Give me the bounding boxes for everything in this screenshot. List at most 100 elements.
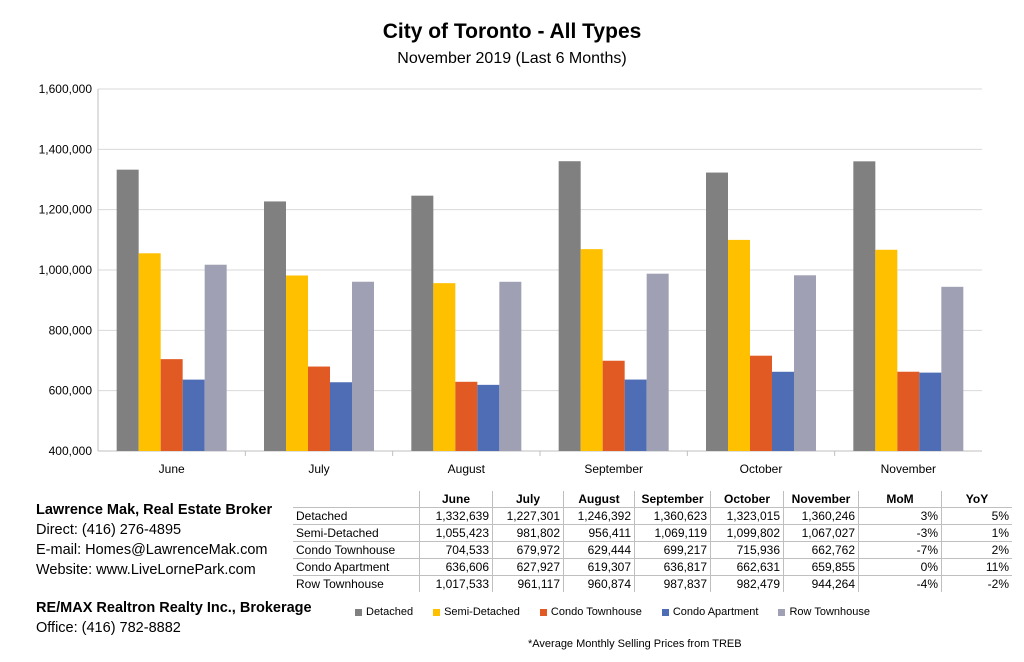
broker-name: Lawrence Mak, Real Estate Broker: [36, 502, 273, 518]
bar: [138, 253, 161, 451]
table-row: Row Townhouse 1,017,533 961,117 960,874 987,…: [293, 575, 1012, 592]
legend-label: Row Townhouse: [789, 606, 870, 618]
bar: [477, 384, 500, 451]
table-cell: 11%: [941, 558, 1012, 576]
legend-label: Semi-Detached: [444, 606, 520, 618]
brokerage-office-phone: Office: (416) 782-8882: [36, 620, 181, 636]
table-cell: 636,817: [634, 558, 711, 576]
bar: [286, 275, 308, 451]
table-cell: 982,479: [710, 575, 784, 592]
table-cell: -3%: [858, 524, 942, 542]
table-corner-cell: [293, 491, 420, 508]
table-cell: 679,972: [492, 541, 564, 559]
table-cell: 1,246,392: [563, 507, 635, 525]
legend-item: Detached: [355, 606, 413, 618]
y-tick-label: 1,600,000: [39, 82, 93, 96]
footnote: *Average Monthly Selling Prices from TRE…: [528, 638, 742, 650]
chart-title: City of Toronto - All Types: [382, 20, 642, 43]
table-cell: 659,855: [783, 558, 859, 576]
table-cell: 956,411: [563, 524, 635, 542]
bar: [352, 281, 374, 451]
bar: [330, 382, 352, 451]
bar: [182, 379, 205, 451]
y-tick-label: 600,000: [49, 384, 93, 398]
table-row-label: Condo Townhouse: [293, 541, 420, 559]
broker-info: Lawrence Mak, Real Estate Broker Direct:…: [36, 500, 272, 580]
table-cell: 704,533: [419, 541, 493, 559]
bar: [853, 161, 876, 451]
bar: [919, 372, 942, 451]
bar: [772, 371, 794, 451]
bar: [794, 275, 816, 451]
table-cell: 662,762: [783, 541, 859, 559]
table-cell: 987,837: [634, 575, 711, 592]
x-tick-label: September: [584, 462, 643, 476]
bar: [897, 371, 920, 451]
table-cell: 619,307: [563, 558, 635, 576]
bar: [706, 172, 728, 452]
table-cell: 960,874: [563, 575, 635, 592]
table-row: Condo Townhouse 704,533 679,972 629,444 699,…: [293, 541, 1012, 559]
table-cell: -4%: [858, 575, 942, 592]
legend-swatch: [778, 608, 786, 616]
table-cell: 636,606: [419, 558, 493, 576]
bar: [750, 355, 772, 451]
table-cell: 715,936: [710, 541, 784, 559]
table-cell: -2%: [987, 577, 1009, 591]
table-row: Detached 1,332,639 1,227,301 1,246,392 1,360…: [293, 507, 1012, 525]
broker-website: Website: www.LiveLornePark.com: [36, 562, 256, 578]
legend-label: Detached: [366, 606, 414, 618]
table-header-cell: October: [710, 491, 784, 508]
bar: [499, 281, 522, 451]
legend-swatch: [433, 608, 441, 616]
bar: [624, 379, 647, 451]
x-tick-label: November: [881, 462, 936, 476]
legend-item: Condo Townhouse: [539, 606, 642, 618]
bar: [264, 201, 286, 451]
chart-legend: Detached Semi-Detached Condo Townhouse Cond…: [355, 606, 890, 618]
legend-label: Condo Apartment: [672, 606, 759, 618]
table-header-cell: August: [563, 491, 635, 508]
table-row-label: Semi-Detached: [293, 524, 420, 542]
brokerage-name: RE/MAX Realtron Realty Inc., Brokerage: [36, 600, 312, 616]
legend-swatch: [355, 608, 362, 616]
bar: [580, 249, 603, 451]
bar: [558, 161, 581, 451]
table-row-label: Row Townhouse: [293, 575, 420, 592]
table-cell: 1,055,423: [419, 524, 493, 542]
data-table: June July August September October Novem…: [293, 491, 1012, 592]
table-cell: -7%: [858, 541, 942, 559]
table-header-cell: MoM: [858, 491, 942, 508]
table-cell: 662,631: [710, 558, 784, 576]
table-cell: 699,217: [634, 541, 711, 559]
table-header-cell: November: [783, 491, 859, 508]
bar: [204, 264, 227, 451]
legend-label: Condo Townhouse: [550, 606, 642, 618]
table-cell: 1,360,246: [783, 507, 859, 525]
table-row-label: Condo Apartment: [293, 558, 420, 576]
table-cell: 1,227,301: [492, 507, 564, 525]
table-header-row: June July August September October Novem…: [293, 491, 1012, 508]
table-cell: 0%: [858, 558, 942, 576]
y-tick-label: 1,000,000: [39, 263, 93, 277]
table-header-cell: September: [634, 491, 711, 508]
table-cell: 1,067,027: [783, 524, 859, 542]
x-tick-label: August: [448, 462, 486, 476]
legend-swatch: [539, 608, 547, 616]
table-cell: 944,264: [783, 575, 859, 592]
bar: [455, 381, 478, 451]
y-tick-label: 1,400,000: [39, 142, 93, 156]
table-cell: 629,444: [563, 541, 635, 559]
x-tick-label: July: [308, 462, 329, 476]
table-cell: 1,332,639: [419, 507, 493, 525]
legend-item: Row Townhouse: [778, 606, 870, 618]
table-cell: 1,017,533: [419, 575, 493, 592]
broker-email: E-mail: Homes@LawrenceMak.com: [36, 542, 268, 558]
bar: [646, 273, 669, 451]
chart-subtitle: November 2019 (Last 6 Months): [397, 50, 627, 67]
bar: [433, 283, 456, 451]
legend-item: Condo Apartment: [661, 606, 759, 618]
bar: [411, 195, 434, 451]
y-tick-label: 800,000: [49, 323, 93, 337]
bar: [116, 169, 139, 451]
